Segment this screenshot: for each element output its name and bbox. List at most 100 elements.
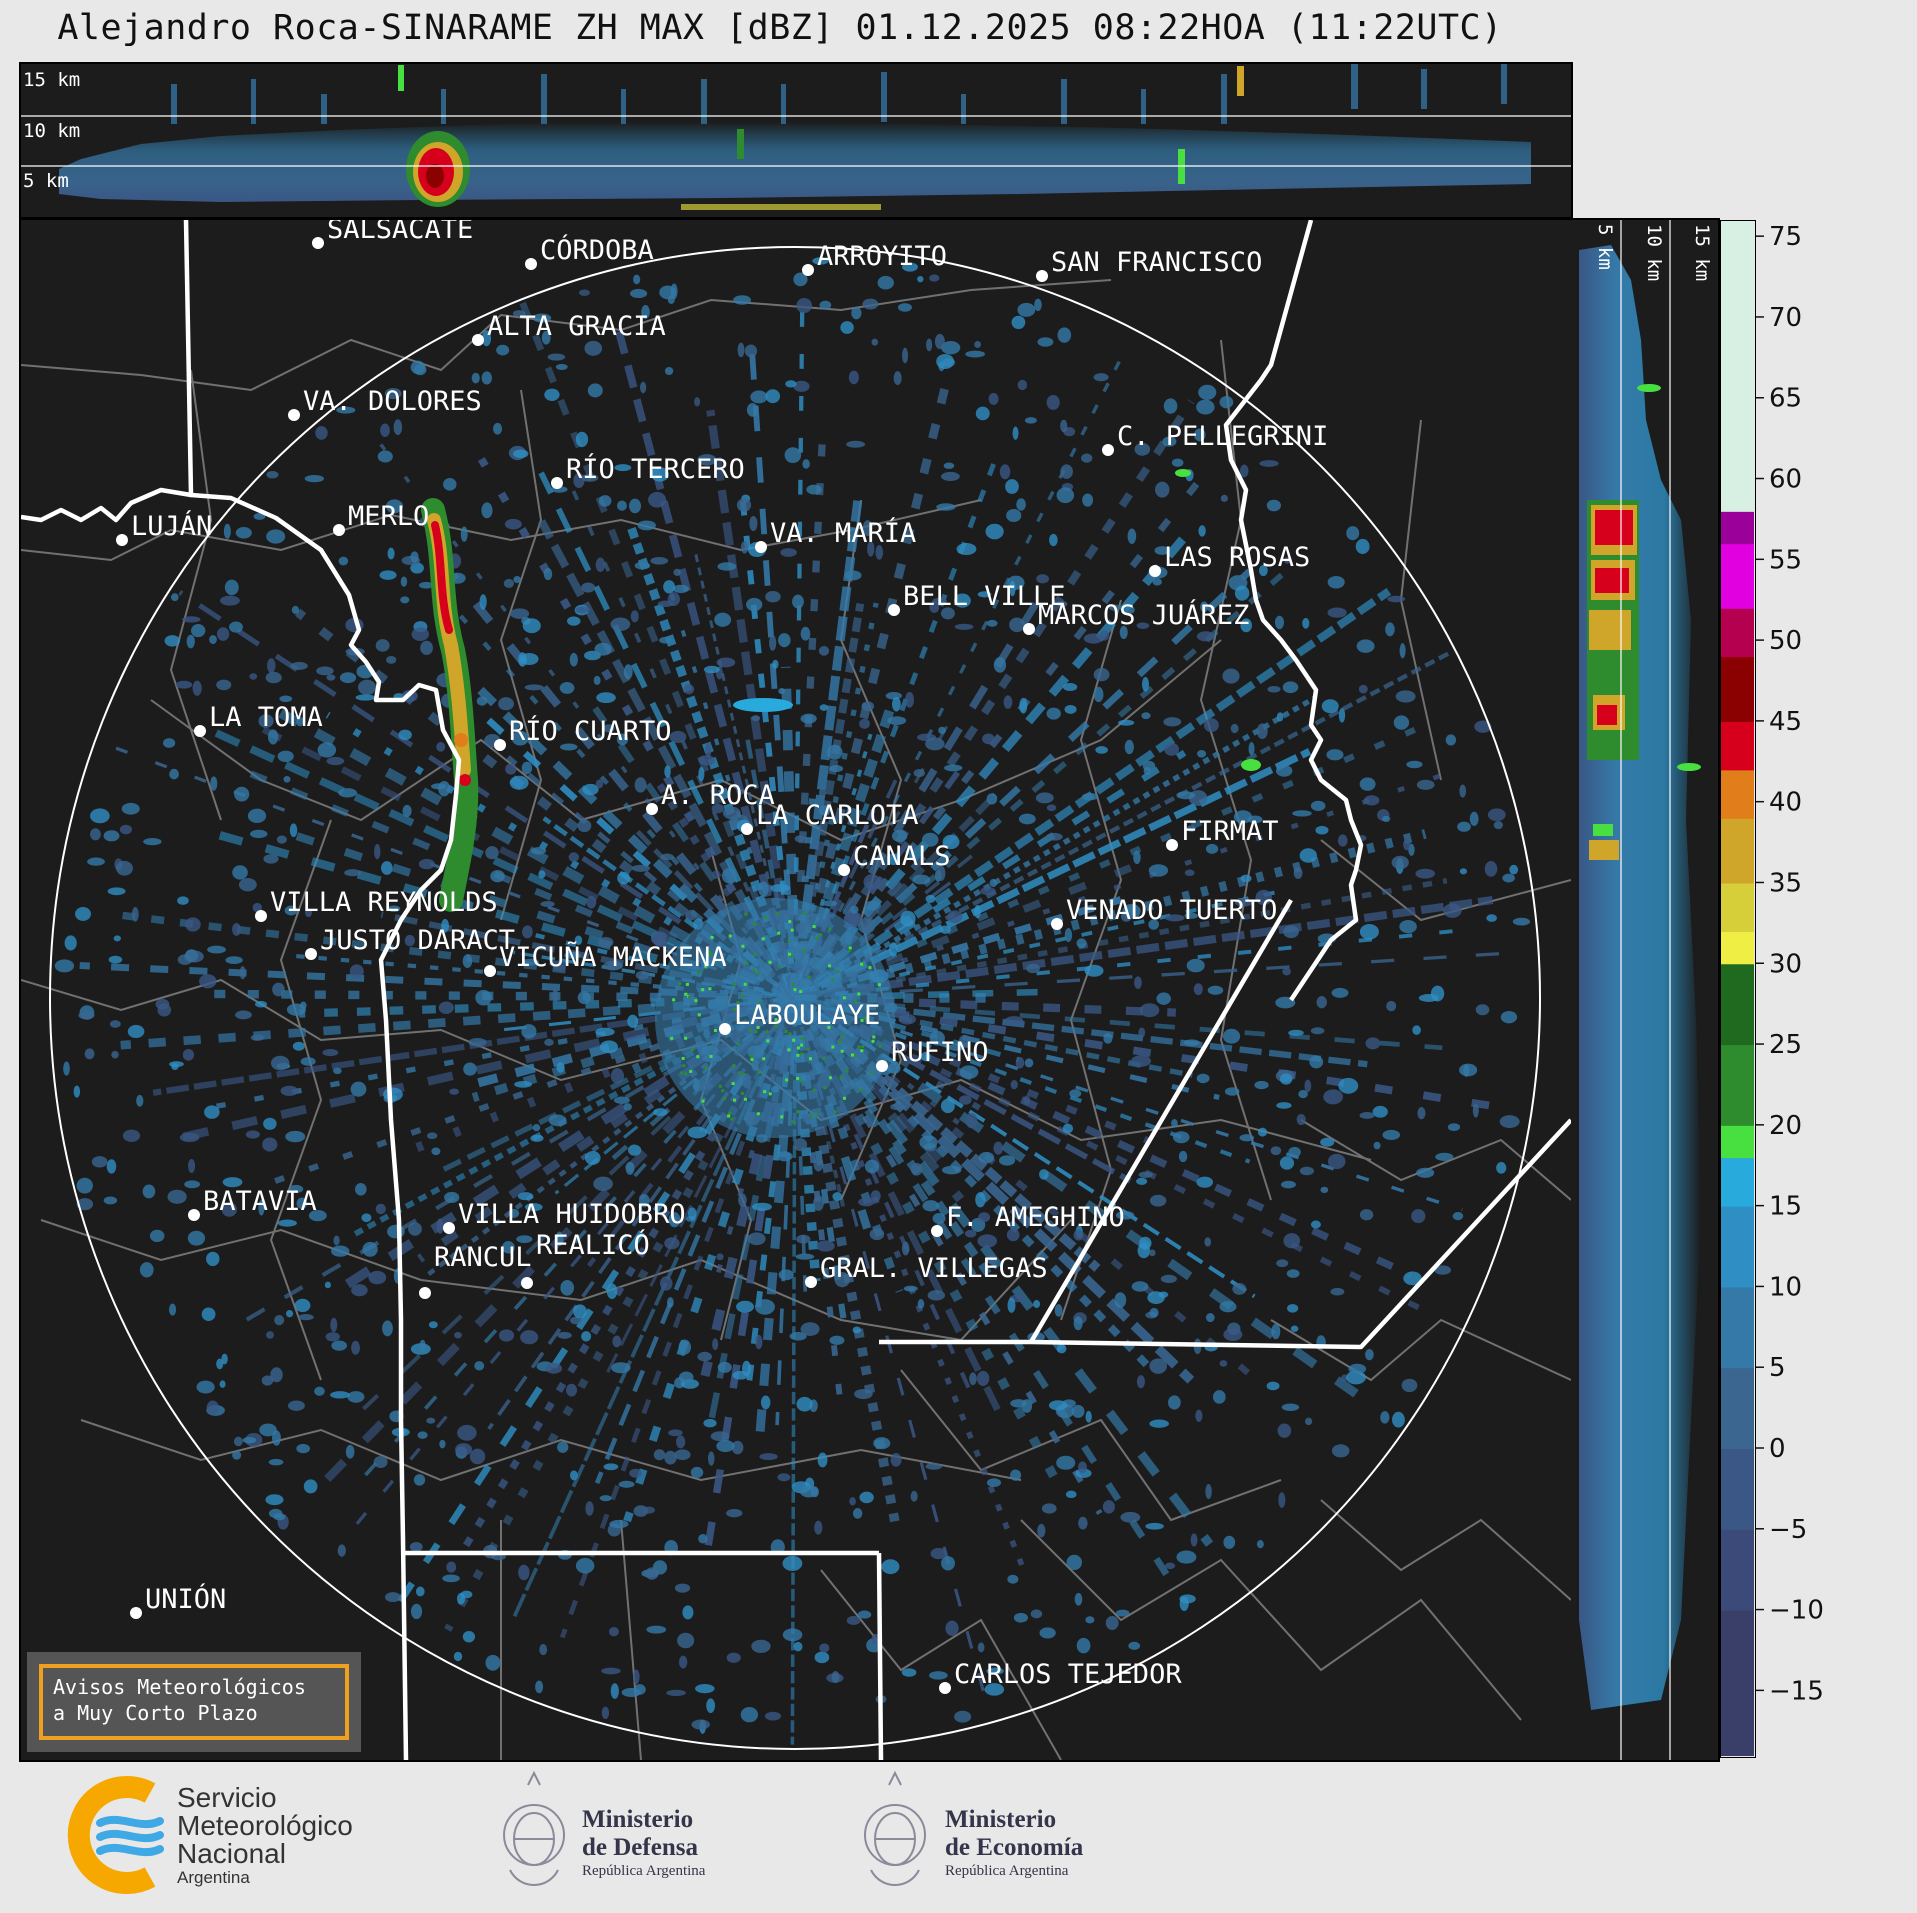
smn-name-line3: Nacional — [177, 1838, 286, 1869]
smn-logo: Servicio Meteorológico Nacional Argentin… — [67, 1776, 353, 1894]
city-label: SALSACATE — [327, 220, 473, 245]
defensa-line3: República Argentina — [582, 1863, 706, 1879]
city-label: F. AMEGHINO — [946, 1202, 1125, 1233]
city-label: VICUÑA MACKENA — [499, 941, 727, 973]
city-san-francisco: SAN FRANCISCO — [1036, 247, 1262, 282]
colorbar-segment — [1721, 608, 1754, 658]
city-label: VA. MARÍA — [770, 517, 916, 549]
city-marker-dot — [802, 264, 814, 276]
city-bell-ville: BELL VILLE — [888, 581, 1066, 616]
city-label: BATAVIA — [203, 1186, 317, 1217]
top-label-15km: 15 km — [23, 69, 80, 91]
city-firmat: FIRMAT — [1166, 816, 1279, 851]
defensa-line2: de Defensa — [582, 1834, 698, 1861]
city-marker-dot — [1036, 270, 1048, 282]
radar-echo-field — [54, 257, 1531, 1745]
city-batavia: BATAVIA — [188, 1186, 317, 1221]
city-label: GRAL. VILLEGAS — [820, 1253, 1048, 1284]
economia-line2: de Economía — [945, 1834, 1084, 1861]
colorbar-tick-label: 60 — [1769, 465, 1802, 495]
city-label: MARCOS JUÁREZ — [1038, 599, 1249, 631]
national-coat-of-arms-icon — [864, 1770, 926, 1886]
side-label-10km: 10 km — [1643, 224, 1665, 281]
city-marker-dot — [1166, 839, 1178, 851]
city-label: CÓRDOBA — [540, 234, 654, 266]
footer-logos: Servicio Meteorológico Nacional Argentin… — [0, 1765, 1917, 1909]
city-marker-dot — [551, 477, 563, 489]
colorbar-tick-label: 75 — [1769, 222, 1802, 252]
city-villa-huidobro: VILLA HUIDOBRO — [443, 1199, 686, 1234]
colorbar-segment — [1721, 1287, 1754, 1369]
city-rancul: RANCUL — [419, 1242, 532, 1299]
colorbar-tick-label: 25 — [1769, 1030, 1802, 1060]
city-label: VILLA REYNOLDS — [270, 887, 498, 918]
colorbar-segment — [1721, 511, 1754, 545]
colorbar-segment — [1721, 1449, 1754, 1531]
city-marker-dot — [194, 725, 206, 737]
colorbar-segment — [1721, 1529, 1754, 1612]
city-alta-gracia: ALTA GRACIA — [472, 311, 666, 346]
city-label: VENADO TUERTO — [1066, 895, 1277, 926]
colorbar — [1720, 220, 1756, 1758]
top-storm-core — [406, 131, 470, 207]
side-cross-section-panel: 5 km 10 km 15 km — [1571, 218, 1720, 1762]
colorbar-tick-label: 40 — [1769, 788, 1802, 818]
colorbar-tick-label: 65 — [1769, 384, 1802, 414]
city-marker-dot — [521, 1277, 533, 1289]
smn-country: Argentina — [177, 1868, 250, 1887]
city-label: RUFINO — [891, 1037, 989, 1068]
colorbar-tick-label: 35 — [1769, 868, 1802, 898]
city-label: ALTA GRACIA — [487, 311, 666, 342]
city-label: CANALS — [853, 841, 951, 872]
chart-title: Alejandro Roca-SINARAME ZH MAX [dBZ] 01.… — [57, 8, 1503, 48]
city-label: CARLOS TEJEDOR — [954, 1659, 1182, 1690]
colorbar-segment — [1721, 1610, 1754, 1757]
city-marker-dot — [1149, 565, 1161, 577]
city-label: SAN FRANCISCO — [1051, 247, 1262, 278]
colorbar-segment — [1721, 221, 1754, 513]
city-c-pellegrini: C. PELLEGRINI — [1102, 421, 1328, 456]
city-label: VA. DOLORES — [303, 386, 482, 417]
city-marker-dot — [741, 823, 753, 835]
top-cross-section-panel: 15 km 10 km 5 km — [19, 62, 1573, 219]
city-córdoba: CÓRDOBA — [525, 234, 654, 270]
colorbar-segment — [1721, 931, 1754, 965]
city-label: FIRMAT — [1181, 816, 1279, 847]
city-label: A. ROCA — [661, 780, 775, 811]
city-marker-dot — [188, 1209, 200, 1221]
colorbar-tick-label: 20 — [1769, 1111, 1802, 1141]
city-marker-dot — [939, 1682, 951, 1694]
warning-box[interactable]: Avisos Meteorológicos a Muy Corto Plazo — [27, 1652, 361, 1752]
city-markers: SALSACATE CÓRDOBA ARROYITO SAN FRANCISCO ALT… — [116, 220, 1328, 1694]
city-marker-dot — [719, 1023, 731, 1035]
colorbar-segment — [1721, 818, 1754, 884]
city-marcos-juárez: MARCOS JUÁREZ — [1023, 599, 1249, 635]
city-label: UNIÓN — [145, 1583, 226, 1615]
city-marker-dot — [494, 739, 506, 751]
colorbar-tick-label: −15 — [1769, 1676, 1824, 1706]
side-storm-core — [1587, 500, 1639, 860]
economia-line1: Ministerio — [945, 1806, 1056, 1833]
colorbar-tick-label: 10 — [1769, 1272, 1802, 1302]
echo-cell-center — [733, 698, 793, 712]
side-echo-cell-mid — [1677, 763, 1701, 771]
city-luján: LUJÁN — [116, 510, 212, 546]
city-carlos-tejedor: CARLOS TEJEDOR — [939, 1659, 1182, 1694]
economia-line3: República Argentina — [945, 1863, 1069, 1879]
colorbar-segment — [1721, 770, 1754, 820]
ministerio-economia-logo: Ministerio de Economía República Argenti… — [864, 1770, 1084, 1886]
city-gral-villegas: GRAL. VILLEGAS — [805, 1253, 1048, 1288]
city-marker-dot — [472, 334, 484, 346]
city-río-cuarto: RÍO CUARTO — [494, 715, 672, 751]
city-merlo: MERLO — [333, 501, 429, 536]
colorbar-segment — [1721, 544, 1754, 610]
colorbar-segment — [1721, 883, 1754, 933]
colorbar-segment — [1721, 1125, 1754, 1159]
city-marker-dot — [255, 910, 267, 922]
city-las-rosas: LAS ROSAS — [1149, 542, 1310, 577]
city-va-dolores: VA. DOLORES — [288, 386, 482, 421]
city-arroyito: ARROYITO — [802, 241, 947, 276]
city-label: ARROYITO — [817, 241, 947, 272]
echo-cell-north — [1175, 469, 1191, 477]
top-label-5km: 5 km — [23, 170, 69, 192]
